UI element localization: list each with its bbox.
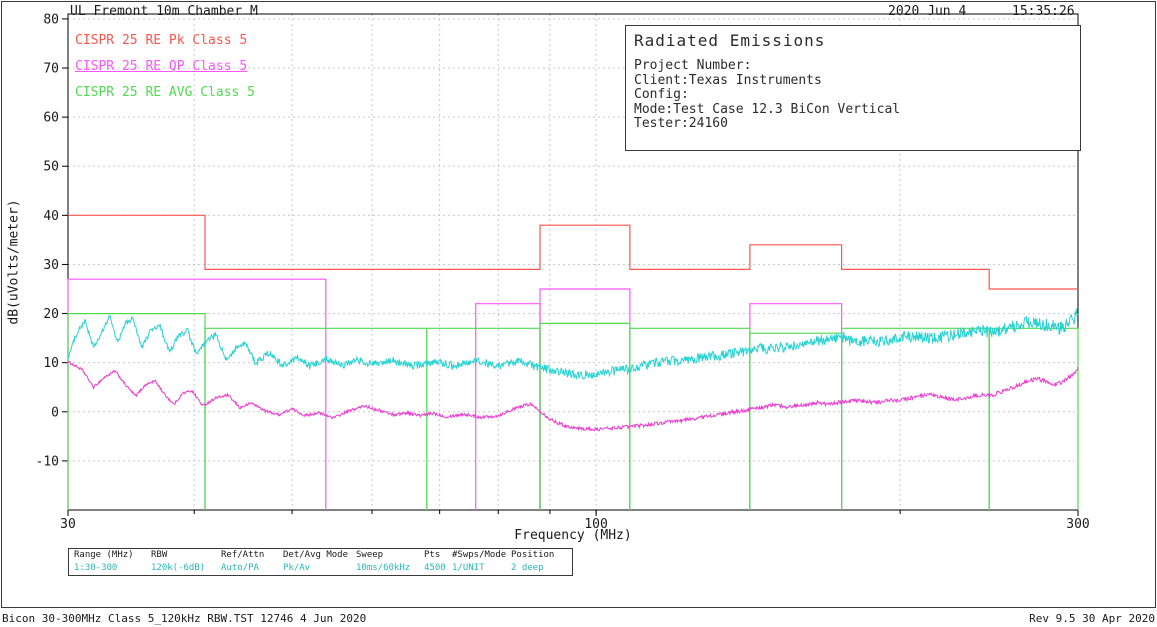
measured-trace-cyan [67,308,1079,381]
test-info-box: Radiated Emissions Project Number: Clien… [625,25,1081,151]
x-tick-label: 30 [60,517,76,532]
y-axis-title: dB(uVolts/meter) [6,199,22,325]
settings-value-cell: 10ms/60kHz [356,563,411,573]
software-rev-footer: Rev 9.5 30 Apr 2020 [1029,612,1155,625]
limit-line-band [841,327,990,510]
y-tick-label: 0 [51,405,59,420]
y-tick-label: 60 [43,111,59,126]
limit-line-step [68,214,1078,290]
settings-value-cell: 4500 [424,563,446,573]
limit-line-band [539,322,631,510]
settings-value-cell: Auto/PA [221,563,259,573]
settings-header-cell: Sweep [356,550,384,560]
settings-header-cell: #Swps/Mode [452,550,506,560]
y-tick-label: 20 [43,307,59,322]
project-number-line: Project Number: [634,58,752,73]
measured-trace-magenta [67,360,1079,432]
test-file-footer: Bicon 30-300MHz Class 5_120kHz RBW.TST 1… [2,612,367,625]
y-tick-label: 70 [43,62,59,77]
y-tick-label: 50 [43,160,59,175]
chamber-title: UL Fremont 10m Chamber M [70,4,258,19]
config-line: Config: [634,87,689,103]
test-date: 2020 Jun 4 [888,4,967,19]
legend-item-pk: CISPR 25 RE Pk Class 5 [75,33,248,48]
x-axis-title: Frequency (MHz) [514,528,632,543]
mode-line: Mode:Test Case 12.3 BiCon Vertical [634,101,901,117]
limit-line-band [749,332,843,510]
settings-header-cell: Det/Avg Mode [283,550,349,560]
limit-line-band [539,288,631,510]
limit-line-band [204,327,428,510]
test-time: 15:35:26 [1012,4,1075,19]
settings-value-row: 1:30-300 120k(-6dB) Auto/PA Pk/Av 10ms/60kHz… [69,562,572,575]
plot-frame [67,13,1079,511]
x-tick-label: 100 [584,517,607,532]
settings-header-cell: RBW [151,550,168,560]
settings-header-cell: Range (MHz) [74,550,134,560]
limit-line-band [749,303,843,510]
legend-item-qp: CISPR 25 RE QP Class 5 [75,59,248,74]
settings-value-cell: Pk/Av [283,563,311,573]
settings-value-cell: 1:30-300 [74,563,118,573]
settings-value-cell: 120k(-6dB) [151,563,206,573]
settings-value-cell: 2 deep [511,563,544,573]
settings-header-cell: Position [511,550,555,560]
limit-line-band [426,327,541,510]
settings-header-row: Range (MHz) RBW Ref/Attn Det/Avg Mode Sweep P… [69,549,572,562]
y-tick-label: 80 [43,12,59,27]
limit-line-band [475,303,541,510]
legend-item-avg: CISPR 25 RE AVG Class 5 [75,85,256,100]
tester-line: Tester:24160 [634,116,728,132]
y-tick-label: -10 [36,454,59,469]
limit-legend: CISPR 25 RE Pk Class 5 CISPR 25 RE QP Cl… [75,33,255,111]
sweep-settings-table: Range (MHz) RBW Ref/Attn Det/Avg Mode Sweep P… [68,548,573,576]
settings-header-cell: Ref/Attn [221,550,265,560]
y-tick-label: 40 [43,209,59,224]
y-tick-label: 10 [43,356,59,371]
settings-value-cell: 1/UNIT [452,563,485,573]
settings-header-cell: Pts [424,550,441,560]
page-border [1,1,1156,608]
limit-line-band [988,327,1079,510]
y-tick-label: 30 [43,258,59,273]
report-title: Radiated Emissions [634,31,826,50]
client-line: Client:Texas Instruments [634,72,822,88]
x-tick-label: 300 [1066,517,1089,532]
